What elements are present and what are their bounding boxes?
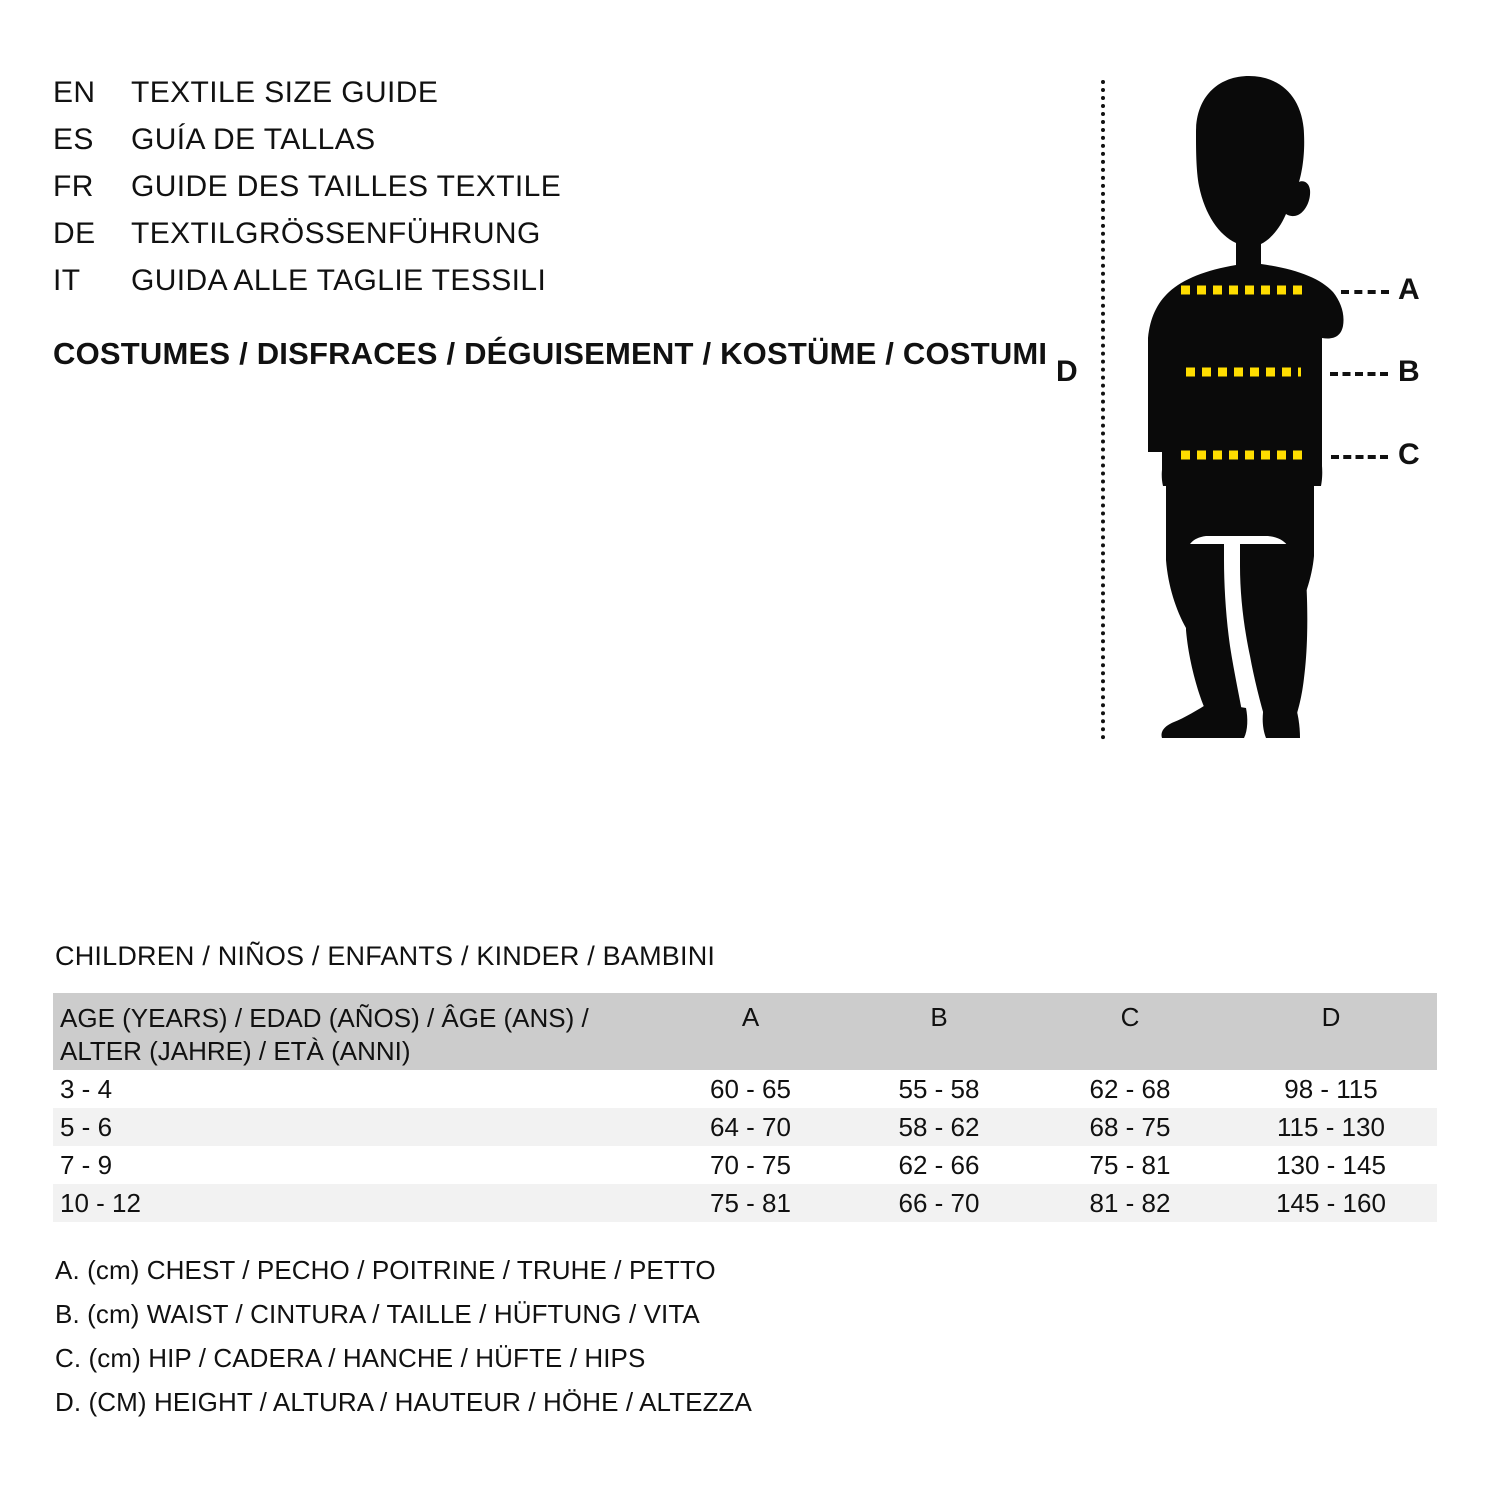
column-header-age: AGE (YEARS) / EDAD (AÑOS) / ÂGE (ANS) / …: [53, 993, 658, 1070]
table-header-row: AGE (YEARS) / EDAD (AÑOS) / ÂGE (ANS) / …: [53, 993, 1437, 1070]
language-row-es: ES GUÍA DE TALLAS: [53, 123, 1013, 170]
cell-a: 60 - 65: [710, 1073, 791, 1104]
cell-age: 3 - 4: [60, 1073, 113, 1104]
measure-label-c: C: [1398, 438, 1420, 471]
language-code-it: IT: [53, 264, 81, 297]
language-text-de: TEXTILGRÖSSENFÜHRUNG: [131, 217, 541, 250]
cell-age: 7 - 9: [60, 1149, 113, 1180]
cell-a: 70 - 75: [710, 1149, 791, 1180]
language-row-de: DE TEXTILGRÖSSENFÜHRUNG: [53, 217, 1013, 264]
cell-d: 115 - 130: [1277, 1111, 1385, 1142]
cell-a: 64 - 70: [710, 1111, 791, 1142]
column-header-age-line1: AGE (YEARS) / EDAD (AÑOS) / ÂGE (ANS) /: [60, 1003, 589, 1033]
column-header-c: C: [1120, 1002, 1140, 1032]
cell-d: 130 - 145: [1276, 1149, 1386, 1180]
column-header-age-line2: ALTER (JAHRE) / ETÀ (ANNI): [60, 1036, 411, 1067]
language-code-es: ES: [53, 123, 94, 156]
language-text-en: TEXTILE SIZE GUIDE: [131, 76, 439, 109]
table-row: 10 - 12 75 - 81 66 - 70 81 - 82 145 - 16…: [53, 1184, 1437, 1222]
language-row-en: EN TEXTILE SIZE GUIDE: [53, 76, 1013, 123]
size-table: AGE (YEARS) / EDAD (AÑOS) / ÂGE (ANS) / …: [53, 993, 1437, 1222]
language-list: EN TEXTILE SIZE GUIDE ES GUÍA DE TALLAS …: [53, 76, 1013, 311]
language-row-fr: FR GUIDE DES TAILLES TEXTILE: [53, 170, 1013, 217]
legend-row-b: B. (cm) WAIST / CINTURA / TAILLE / HÜFTU…: [55, 1299, 700, 1329]
cell-c: 75 - 81: [1089, 1149, 1171, 1180]
column-header-a: A: [741, 1002, 760, 1032]
measure-label-d: D: [1056, 355, 1078, 388]
cell-d: 145 - 160: [1276, 1187, 1386, 1218]
table-row: 7 - 9 70 - 75 62 - 66 75 - 81 130 - 145: [53, 1146, 1437, 1184]
column-header-b: B: [930, 1002, 948, 1032]
cell-b: 62 - 66: [898, 1149, 980, 1180]
language-text-fr: GUIDE DES TAILLES TEXTILE: [131, 170, 562, 203]
column-header-d: D: [1321, 1002, 1341, 1032]
cell-age: 5 - 6: [60, 1111, 113, 1142]
height-axis-dotted-line: [1101, 80, 1105, 740]
table-section-title: CHILDREN / NIÑOS / ENFANTS / KINDER / BA…: [55, 941, 716, 971]
cell-c: 81 - 82: [1089, 1187, 1171, 1218]
cell-age: 10 - 12: [60, 1187, 141, 1218]
leader-line-c: [1331, 455, 1388, 459]
table-row: 5 - 6 64 - 70 58 - 62 68 - 75 115 - 130: [53, 1108, 1437, 1146]
measurement-lines-overlay: [1181, 285, 1306, 460]
cell-c: 62 - 68: [1089, 1073, 1171, 1104]
leader-line-b: [1330, 372, 1388, 376]
language-text-it: GUIDA ALLE TAGLIE TESSILI: [131, 264, 547, 297]
cell-c: 68 - 75: [1089, 1111, 1171, 1142]
measure-label-b: B: [1398, 355, 1420, 388]
language-code-de: DE: [53, 217, 96, 250]
measurement-legend: A. (cm) CHEST / PECHO / POITRINE / TRUHE…: [55, 1248, 752, 1424]
cell-d: 98 - 115: [1284, 1073, 1378, 1104]
language-row-it: IT GUIDA ALLE TAGLIE TESSILI: [53, 264, 1013, 311]
cell-a: 75 - 81: [710, 1187, 791, 1218]
cell-b: 66 - 70: [898, 1187, 980, 1218]
child-silhouette-icon: [1148, 76, 1344, 738]
cell-b: 58 - 62: [898, 1111, 980, 1142]
leader-line-a: [1341, 290, 1389, 294]
language-text-es: GUÍA DE TALLAS: [131, 123, 376, 156]
language-code-fr: FR: [53, 170, 94, 203]
legend-row-a: A. (cm) CHEST / PECHO / POITRINE / TRUHE…: [55, 1255, 716, 1285]
legend-row-d: D. (CM) HEIGHT / ALTURA / HAUTEUR / HÖHE…: [55, 1387, 752, 1417]
measure-label-a: A: [1398, 273, 1420, 306]
legend-row-c: C. (cm) HIP / CADERA / HANCHE / HÜFTE / …: [55, 1343, 646, 1373]
table-row: 3 - 4 60 - 65 55 - 58 62 - 68 98 - 115: [53, 1070, 1437, 1108]
category-subtitle: COSTUMES / DISFRACES / DÉGUISEMENT / KOS…: [53, 336, 1048, 371]
cell-b: 55 - 58: [898, 1073, 980, 1104]
language-code-en: EN: [53, 76, 96, 109]
